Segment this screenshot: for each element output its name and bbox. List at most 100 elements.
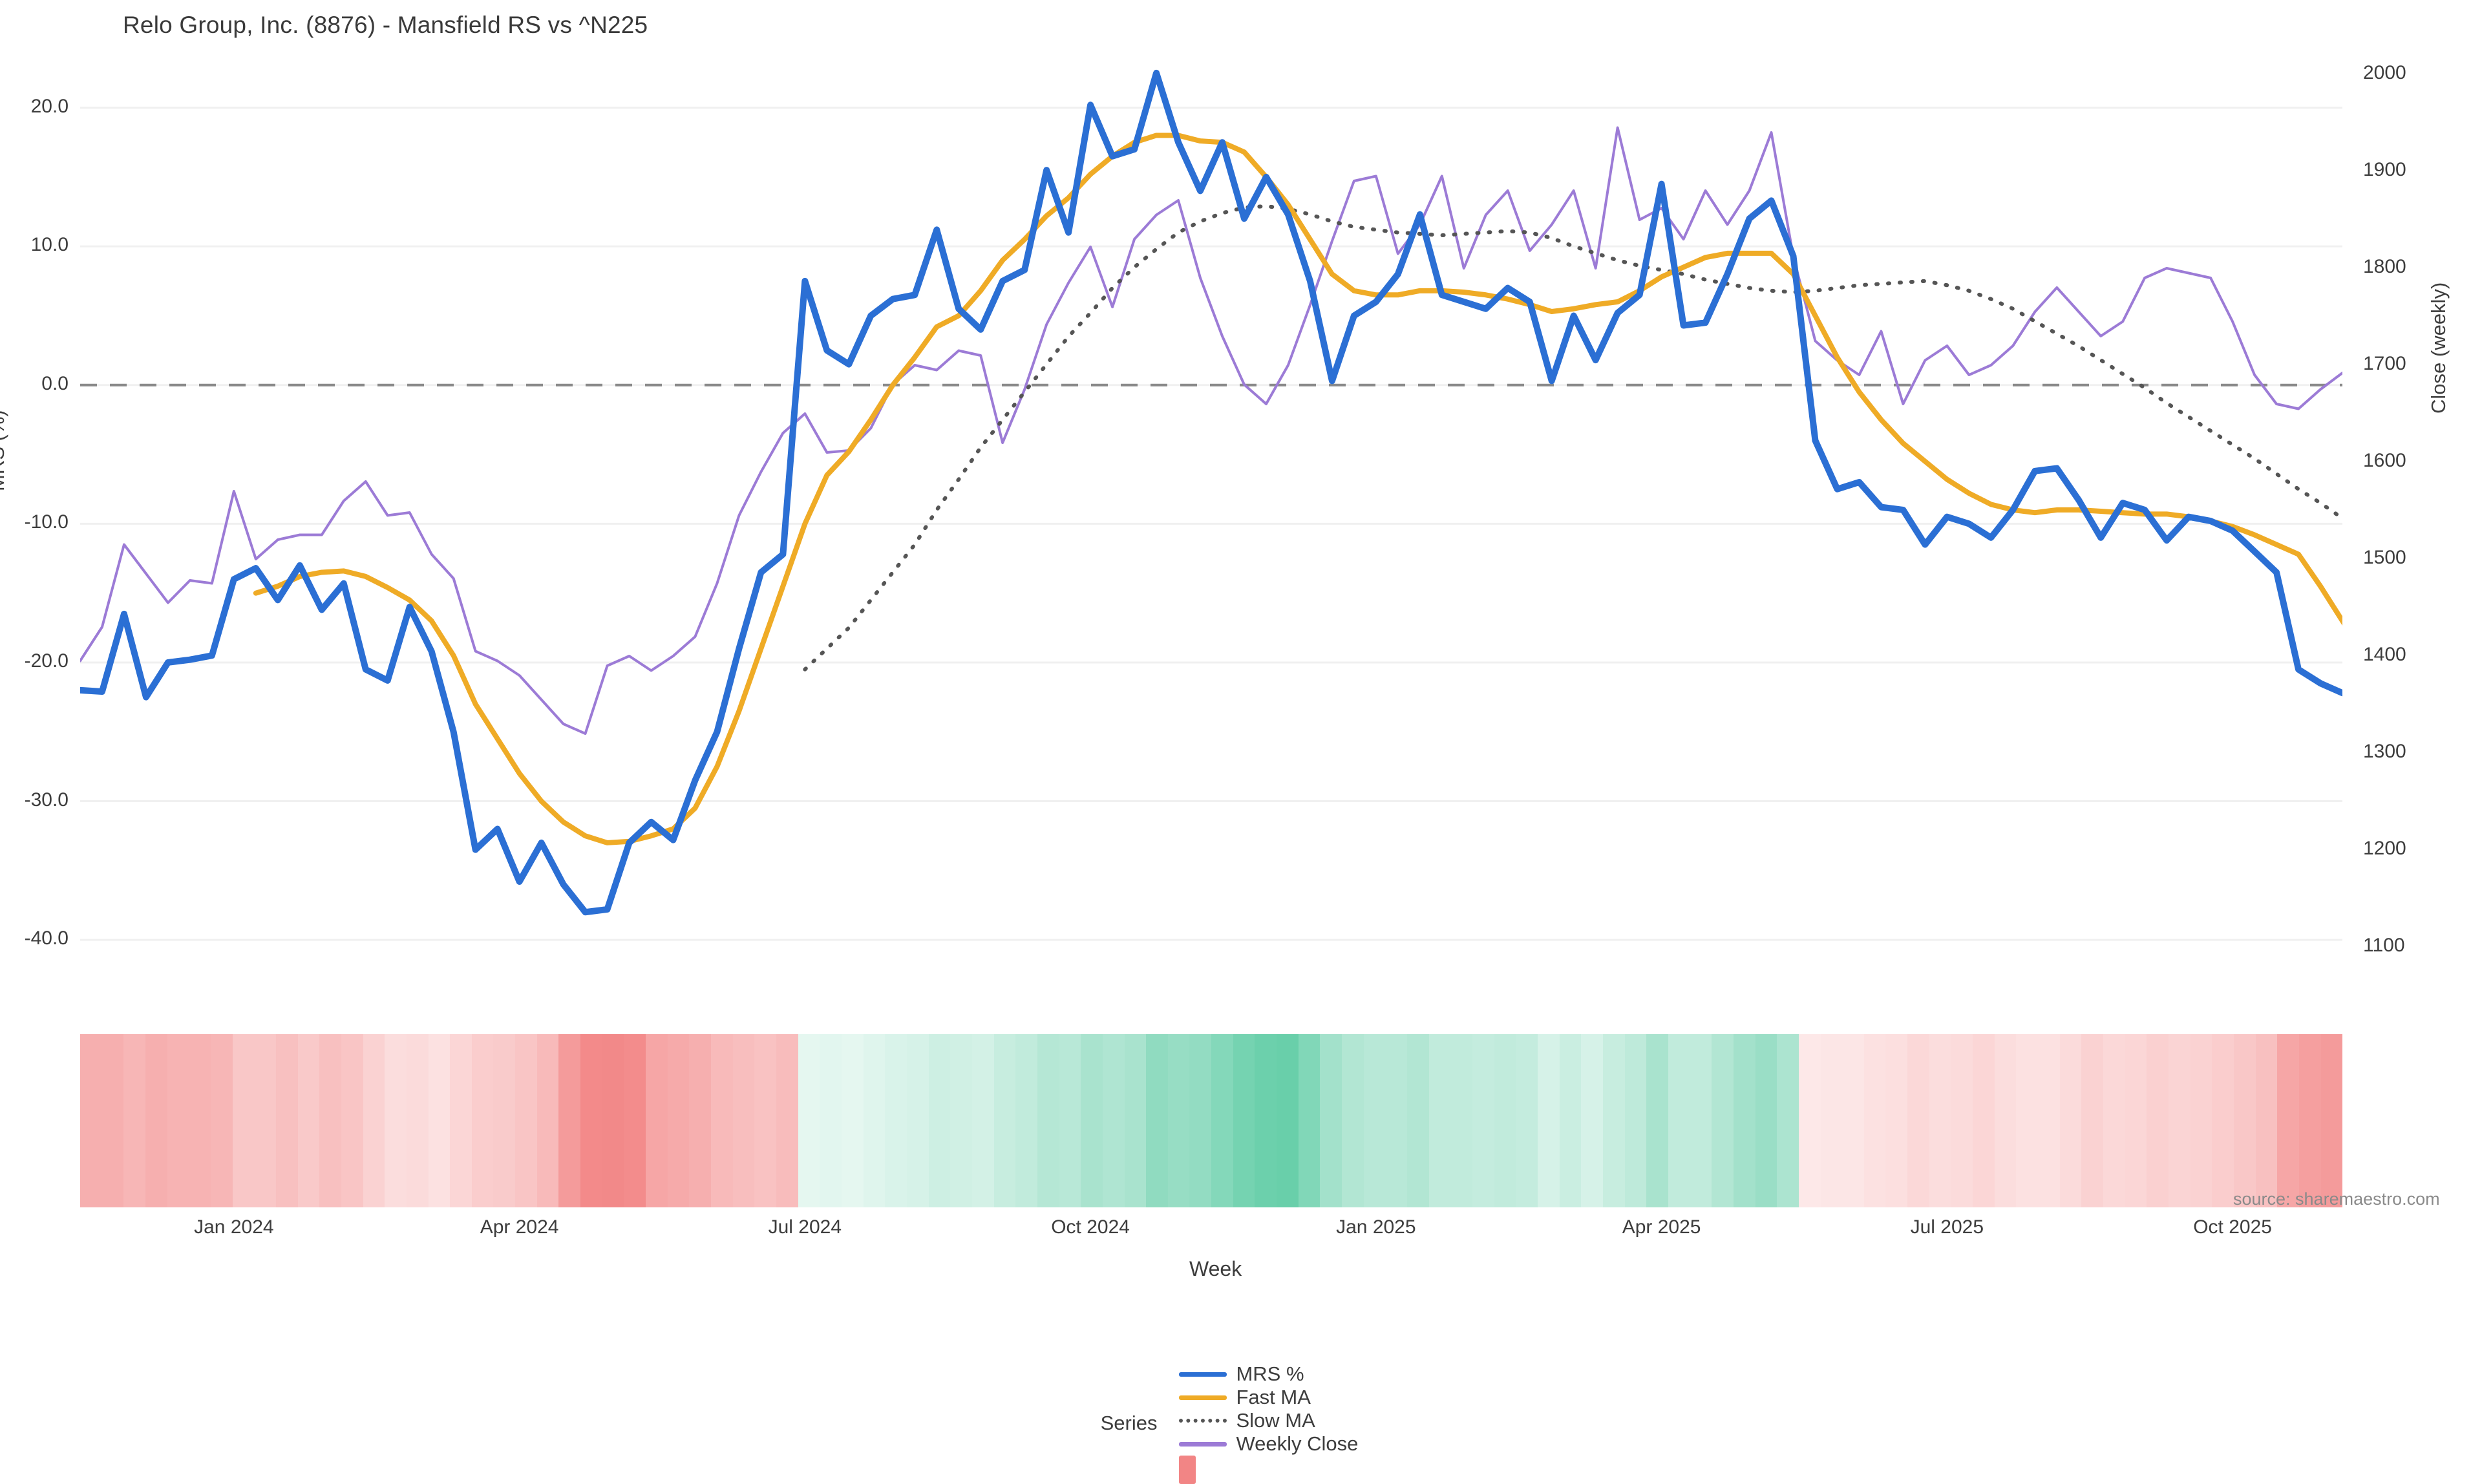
plot-svg — [80, 69, 2342, 941]
heatmap-cell — [319, 1034, 341, 1207]
heatmap-cell — [1755, 1034, 1777, 1207]
heatmap-cell — [1081, 1034, 1103, 1207]
heatmap-cell — [406, 1034, 429, 1207]
heatmap-cell — [993, 1034, 1016, 1207]
y-axis-left-tick-2: 0.0 — [41, 372, 69, 394]
heatmap-cell — [167, 1034, 189, 1207]
heatmap-cell — [1951, 1034, 1973, 1207]
heatmap-cell — [1277, 1034, 1299, 1207]
heatmap-cell — [1015, 1034, 1037, 1207]
heatmap-cell — [1798, 1034, 1821, 1207]
heatmap-cell — [1428, 1034, 1451, 1207]
legend-item-slow-ma[interactable]: Slow MA — [1179, 1409, 1358, 1432]
legend-item-label: Slow MA — [1236, 1409, 1315, 1432]
heatmap-cell — [711, 1034, 733, 1207]
heatmap-cell — [363, 1034, 385, 1207]
heatmap-cell — [2125, 1034, 2147, 1207]
heatmap-cell — [754, 1034, 776, 1207]
y-axis-right-tick-5: 1500 — [2363, 547, 2406, 568]
legend-item-fast-ma[interactable]: Fast MA — [1179, 1386, 1358, 1409]
y-axis-left-tick-1: 10.0 — [30, 234, 69, 256]
x-axis-tick-7: Oct 2025 — [2193, 1216, 2272, 1238]
heatmap-cell — [1777, 1034, 1799, 1207]
heatmap-cell — [275, 1034, 298, 1207]
heatmap-cell — [558, 1034, 581, 1207]
page-title: Relo Group, Inc. (8876) - Mansfield RS v… — [123, 12, 648, 38]
heatmap-cell — [2016, 1034, 2039, 1207]
heatmap-cell — [863, 1034, 886, 1207]
heatmap-cell — [1059, 1034, 1081, 1207]
x-axis-tick-2: Jul 2024 — [768, 1216, 842, 1238]
heatmap-cell — [1863, 1034, 1886, 1207]
mrs-heatmap-strip — [80, 1034, 2342, 1207]
heatmap-cell — [1668, 1034, 1690, 1207]
heatmap-cell — [1646, 1034, 1668, 1207]
heatmap-cell — [536, 1034, 559, 1207]
heatmap-cell — [1516, 1034, 1538, 1207]
heatmap-cell — [145, 1034, 167, 1207]
y-axis-right-tick-3: 1700 — [2363, 353, 2406, 374]
heatmap-cell — [1363, 1034, 1386, 1207]
y-axis-left-tick-0: 20.0 — [30, 95, 69, 117]
legend-items: MRS % Fast MA Slow MA Weekly Close — [1179, 1362, 1381, 1484]
heatmap-cell — [928, 1034, 951, 1207]
x-axis-tick-3: Oct 2024 — [1051, 1216, 1130, 1238]
legend-swatch-line-icon — [1179, 1441, 1227, 1447]
legend-swatch-box-icon — [1179, 1456, 1196, 1484]
heatmap-cell — [1146, 1034, 1168, 1207]
heatmap-cell — [1602, 1034, 1625, 1207]
series-line-weekly-close — [80, 126, 2342, 735]
heatmap-cell — [732, 1034, 755, 1207]
heatmap-cell — [2059, 1034, 2082, 1207]
heatmap-cell — [493, 1034, 516, 1207]
x-axis-title: Week — [1189, 1257, 1242, 1280]
legend-item-label: Weekly Close — [1236, 1432, 1359, 1455]
heatmap-cell — [2190, 1034, 2212, 1207]
heatmap-cell — [2320, 1034, 2342, 1207]
heatmap-cell — [471, 1034, 494, 1207]
legend-item-swatch[interactable] — [1179, 1456, 1358, 1484]
y-axis-right-tick-6: 1400 — [2363, 644, 2406, 665]
y-axis-left-tick-3: -10.0 — [24, 511, 69, 533]
source-credit: source: sharemaestro.com — [2233, 1189, 2440, 1209]
heatmap-cell — [1320, 1034, 1342, 1207]
legend-item-mrs[interactable]: MRS % — [1179, 1362, 1358, 1386]
heatmap-cell — [101, 1034, 124, 1207]
heatmap-cell — [624, 1034, 646, 1207]
heatmap-cell — [689, 1034, 712, 1207]
legend-item-weekly-close[interactable]: Weekly Close — [1179, 1432, 1358, 1456]
heatmap-cell — [1102, 1034, 1125, 1207]
y-axis-right-tick-4: 1600 — [2363, 450, 2406, 471]
heatmap-cell — [1450, 1034, 1472, 1207]
heatmap-cell — [2233, 1034, 2256, 1207]
x-axis-tick-4: Jan 2025 — [1336, 1216, 1416, 1238]
heatmap-cell — [2081, 1034, 2104, 1207]
heatmap-cell — [1211, 1034, 1233, 1207]
heatmap-cell — [450, 1034, 472, 1207]
heatmap-cell — [1255, 1034, 1277, 1207]
legend-title: Series — [1100, 1412, 1158, 1434]
heatmap-cell — [254, 1034, 276, 1207]
y-axis-right-tick-9: 1100 — [2363, 935, 2405, 956]
y-axis-right-tick-0: 2000 — [2363, 62, 2406, 83]
heatmap-cell — [776, 1034, 798, 1207]
heatmap-cell — [1994, 1034, 2017, 1207]
x-axis-tick-0: Jan 2024 — [194, 1216, 274, 1238]
y-axis-right-tick-8: 1200 — [2363, 838, 2406, 859]
heatmap-cell — [885, 1034, 907, 1207]
heatmap-cell — [1342, 1034, 1364, 1207]
heatmap-cell — [1820, 1034, 1843, 1207]
heatmap-cell — [1842, 1034, 1864, 1207]
heatmap-cell — [232, 1034, 255, 1207]
heatmap-cell — [80, 1034, 102, 1207]
heatmap-cell — [798, 1034, 820, 1207]
heatmap-cell — [1885, 1034, 1908, 1207]
x-axis-tick-6: Jul 2025 — [1910, 1216, 1984, 1238]
heatmap-cell — [602, 1034, 624, 1207]
chart-legend: Series MRS % Fast MA Slow MA Weekly Close — [0, 1362, 2482, 1484]
x-axis-tick-1: Apr 2024 — [480, 1216, 559, 1238]
heatmap-cell — [1407, 1034, 1429, 1207]
heatmap-cell — [2212, 1034, 2234, 1207]
y-axis-left-tick-5: -30.0 — [24, 789, 69, 811]
legend-item-label: MRS % — [1236, 1362, 1304, 1385]
